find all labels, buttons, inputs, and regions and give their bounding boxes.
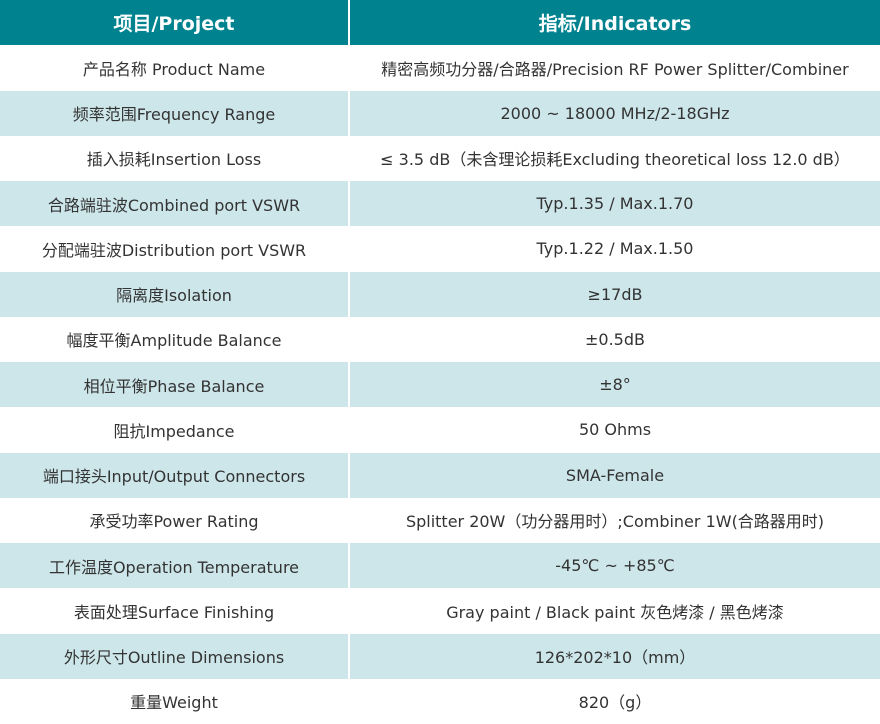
row-item-label: 频率范围Frequency Range <box>0 90 348 136</box>
row-item-label: 隔离度Isolation <box>0 271 348 317</box>
row-item-value: ≥17dB <box>348 271 880 317</box>
row-item-label: 插入损耗Insertion Loss <box>86 150 262 170</box>
row-item-value: ±8° <box>348 362 880 408</box>
row-item-label: 外形尺寸Outline Dimensions <box>0 633 348 679</box>
row-item-value: Typ.1.22 / Max.1.50 <box>348 226 880 272</box>
row-item-value: 126*202*10（mm） <box>348 633 880 679</box>
row-item-value: Typ.1.35 / Max.1.70 <box>348 181 880 227</box>
row-item-value: Gray paint / Black paint 灰色烤漆 / 黑色烤漆 <box>348 588 880 634</box>
row-item-label: 工作温度Operation Temperature <box>0 543 348 589</box>
row-item-value: 820（g） <box>348 678 880 724</box>
row-item-value: Splitter 20W（功分器用时）;Combiner 1W(合路器用时) <box>348 497 880 543</box>
row-item-value: 精密高频功分器/合路器/Precision RF Power Splitter/… <box>348 45 880 91</box>
row-item-label: 重量Weight <box>130 693 218 713</box>
row-item-value: -45℃ ~ +85℃ <box>348 543 880 589</box>
row-item-label: 幅度平衡Amplitude Balance <box>66 331 282 351</box>
row-item-label: 合路端驻波Combined port VSWR <box>0 181 348 227</box>
row-item-label: 相位平衡Phase Balance <box>0 362 348 408</box>
row-item-label: 产品名称 Product Name <box>82 59 266 79</box>
row-item-value: ≤ 3.5 dB（未含理论损耗Excluding theoretical los… <box>348 135 880 181</box>
row-item-value: 2000 ~ 18000 MHz/2-18GHz <box>348 90 880 136</box>
header-indicators: 指标/Indicators <box>348 0 880 46</box>
row-item-label: 阻抗Impedance <box>113 421 235 441</box>
row-item-label: 分配端驻波Distribution port VSWR <box>41 240 307 260</box>
row-item-value: SMA-Female <box>348 452 880 498</box>
row-item-label: 承受功率Power Rating <box>89 512 259 532</box>
row-item-value: 50 Ohms <box>348 407 880 453</box>
header-project: 项目/Project <box>0 0 348 46</box>
row-item-label: 表面处理Surface Finishing <box>73 602 275 622</box>
row-item-value: ±0.5dB <box>348 316 880 362</box>
row-item-label: 端口接头Input/Output Connectors <box>0 452 348 498</box>
